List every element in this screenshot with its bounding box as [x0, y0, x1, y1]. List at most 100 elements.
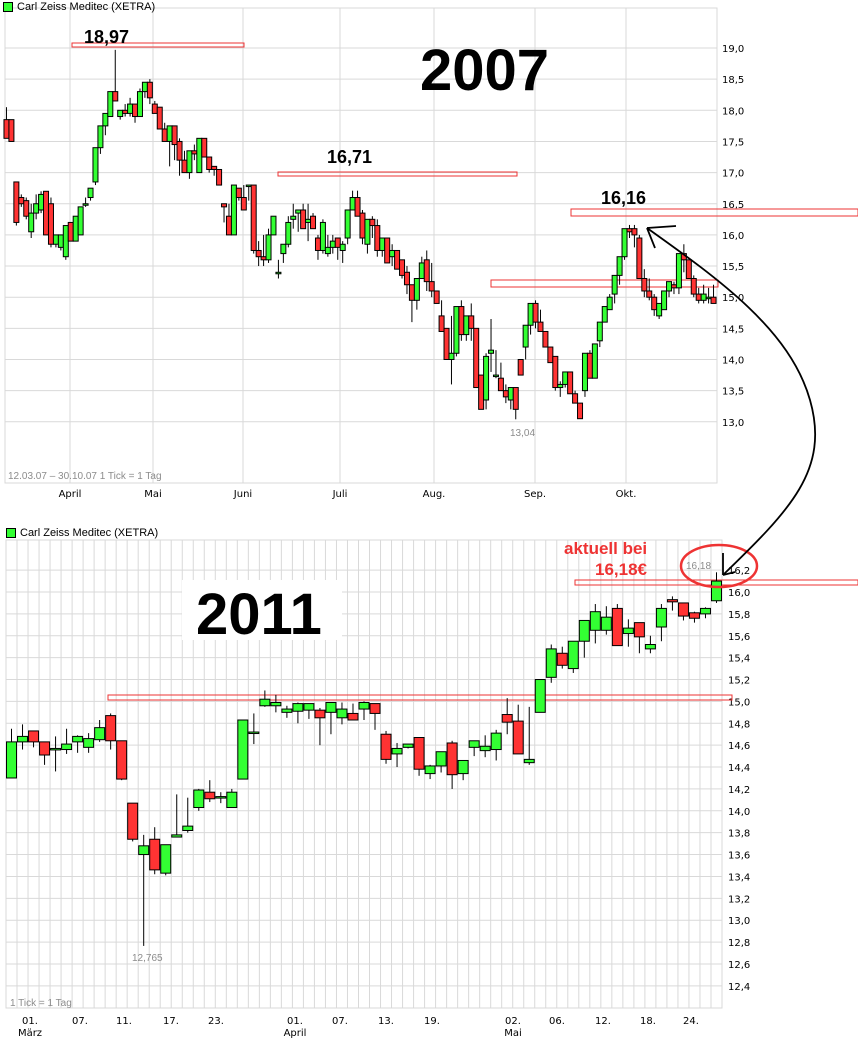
candle-body [666, 281, 673, 292]
candle-body [97, 125, 104, 149]
candle-body [380, 733, 392, 760]
candle-body [379, 237, 386, 251]
candle-body [497, 377, 504, 392]
candle-body [314, 709, 326, 719]
candle-body [572, 393, 579, 404]
candle-body [545, 648, 557, 678]
candle-body [132, 103, 139, 118]
candle-body [102, 112, 109, 127]
candle-body [374, 225, 381, 251]
candle-body [552, 355, 559, 389]
candle-body [281, 708, 293, 713]
candle-body [270, 701, 282, 707]
candle-body [685, 259, 692, 280]
candle-body [344, 209, 351, 239]
candle-body [181, 159, 188, 174]
candle-body [300, 209, 307, 230]
resistance-line-18-97 [71, 42, 245, 48]
candle-body [77, 206, 84, 236]
candle-body [250, 184, 257, 251]
x-tick-label: Aug. [423, 489, 446, 500]
candle-body [534, 679, 546, 713]
candle-body [586, 352, 593, 379]
y-tick-label: 12,8 [728, 938, 750, 949]
legend-swatch-icon [6, 528, 16, 538]
y-tick-label: 16,2 [728, 566, 750, 577]
candle-body [358, 701, 370, 710]
candle-body [92, 147, 99, 183]
candle-body [23, 200, 30, 217]
candle-body [138, 845, 150, 856]
y-tick-label: 16,0 [728, 588, 750, 599]
legend-2007: Carl Zeiss Meditec (XETRA) [3, 1, 155, 13]
candle-body [255, 249, 262, 258]
candle-body [149, 838, 161, 871]
x-tick-label: Okt. [616, 489, 637, 500]
candle-body [141, 81, 148, 93]
last-price-label: 16,18 [686, 561, 711, 572]
candle-body [94, 727, 106, 741]
candle-body [62, 225, 69, 258]
arrow-head-top-icon [646, 225, 677, 249]
candle-body [47, 203, 54, 245]
y-tick-label: 12,6 [728, 960, 750, 971]
candle-body [458, 306, 465, 336]
y-tick-label: 14,8 [728, 719, 750, 730]
candle-body [443, 327, 450, 361]
candle-body [512, 387, 519, 410]
candle-body [435, 751, 447, 767]
candle-body [512, 720, 524, 755]
y-tick-label: 12,4 [728, 982, 750, 993]
candle-body [3, 119, 10, 139]
y-axis-2011: 16,2 16,0 15,8 15,6 15,4 15,2 15,0 14,8 14,6 14,4… [728, 566, 750, 993]
y-tick-label: 14,6 [728, 741, 750, 752]
y-tick-label: 16,0 [722, 231, 744, 242]
candle-body [28, 730, 40, 743]
x-tick-month-label: März [18, 1028, 42, 1039]
candle-body [537, 321, 544, 332]
candle-body [182, 825, 194, 831]
candle-body [38, 193, 45, 211]
y-tick-label: 13,4 [728, 872, 750, 883]
candle-body [359, 212, 366, 239]
candle-body [347, 712, 359, 721]
x-tick-label: 17. [163, 1016, 179, 1027]
x-tick-label: 11. [116, 1016, 132, 1027]
candle-body [666, 599, 678, 603]
candle-body [196, 137, 203, 174]
candle-body [577, 402, 584, 420]
x-tick-month-label: Mai [504, 1028, 522, 1039]
candle-body [349, 197, 356, 211]
candle-body [171, 125, 178, 146]
connector-arrow [646, 225, 816, 576]
candle-body [8, 119, 15, 142]
candle-body [204, 791, 216, 800]
peak-label-16-71: 16,71 [327, 147, 372, 167]
candle-body [523, 758, 535, 764]
candle-body [160, 844, 172, 874]
candle-body [50, 747, 62, 751]
candle-body [280, 243, 287, 255]
candle-body [61, 743, 73, 751]
candle-body [517, 359, 524, 376]
candle-body [127, 802, 139, 840]
low-label-2007: 13,04 [510, 428, 535, 439]
x-tick-label: 18. [640, 1016, 656, 1027]
candles-2011 [6, 572, 722, 946]
candle-body [705, 296, 712, 300]
candle-body [690, 278, 697, 295]
candle-body [319, 221, 326, 251]
candle-body [424, 765, 436, 775]
candle-body [399, 259, 406, 276]
y-tick-label: 13,0 [728, 916, 750, 927]
candle-body [611, 274, 618, 295]
peak-label-18-97: 18,97 [84, 27, 129, 47]
candle-body [191, 150, 198, 155]
candle-body [151, 103, 158, 114]
candle-body [677, 602, 689, 617]
x-tick-label: 07. [72, 1016, 88, 1027]
candle-body [230, 184, 237, 236]
candle-body [661, 290, 668, 311]
candle-body [413, 737, 425, 770]
candle-body [270, 215, 277, 236]
